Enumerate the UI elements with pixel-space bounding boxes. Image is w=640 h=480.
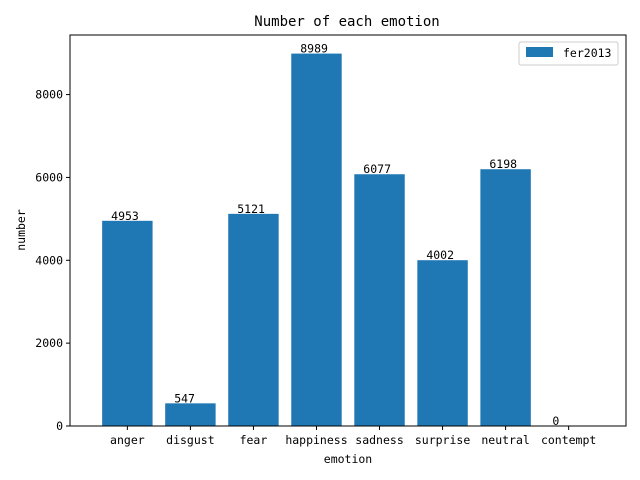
x-axis-label: emotion <box>324 452 372 466</box>
y-axis-label: number <box>14 209 28 251</box>
plot-frame <box>69 34 627 427</box>
legend: fer2013 <box>518 41 619 66</box>
bar-surprise <box>417 260 468 426</box>
legend-swatch-fer2013 <box>526 47 553 57</box>
y-tick-label-6000: 6000 <box>35 170 63 184</box>
y-tick-label-4000: 4000 <box>35 253 63 267</box>
x-tick-label-neutral: neutral <box>481 433 529 447</box>
chart-title: Number of each emotion <box>254 14 439 30</box>
x-tick-label-happiness: happiness <box>285 433 347 447</box>
x-tick-label-disgust: disgust <box>166 433 214 447</box>
data-label-sadness: 6077 <box>363 162 391 176</box>
legend-label-fer2013: fer2013 <box>563 46 612 60</box>
data-label-neutral: 6198 <box>489 157 517 171</box>
x-axis-ticks: anger disgust fear happiness sadness surprise… <box>110 426 596 447</box>
y-tick-label-8000: 8000 <box>35 88 63 102</box>
bar-happiness <box>291 53 342 427</box>
x-tick-label-sadness: sadness <box>355 433 403 447</box>
data-label-surprise: 4002 <box>426 248 454 262</box>
bar-neutral <box>480 169 531 426</box>
x-tick-label-contempt: contempt <box>541 433 596 447</box>
x-tick-label-fear: fear <box>240 433 268 447</box>
bar-fear <box>228 213 279 426</box>
bars-layer <box>102 53 531 427</box>
y-axis-ticks: 0 2000 4000 6000 8000 <box>35 88 70 433</box>
bar-sadness <box>354 174 405 426</box>
x-tick-label-surprise: surprise <box>415 433 470 447</box>
y-tick-label-2000: 2000 <box>35 336 63 350</box>
bar-disgust <box>165 403 216 426</box>
data-label-happiness: 8989 <box>300 42 328 56</box>
data-label-disgust: 547 <box>174 391 195 405</box>
x-tick-label-anger: anger <box>110 433 145 447</box>
data-label-anger: 4953 <box>111 209 139 223</box>
data-label-contempt: 0 <box>552 414 559 428</box>
data-label-fear: 5121 <box>237 202 265 216</box>
bar-anger <box>102 220 153 426</box>
y-tick-label-0: 0 <box>56 419 63 433</box>
data-labels-layer: 4953 547 5121 8989 6077 4002 6198 0 <box>111 42 559 428</box>
